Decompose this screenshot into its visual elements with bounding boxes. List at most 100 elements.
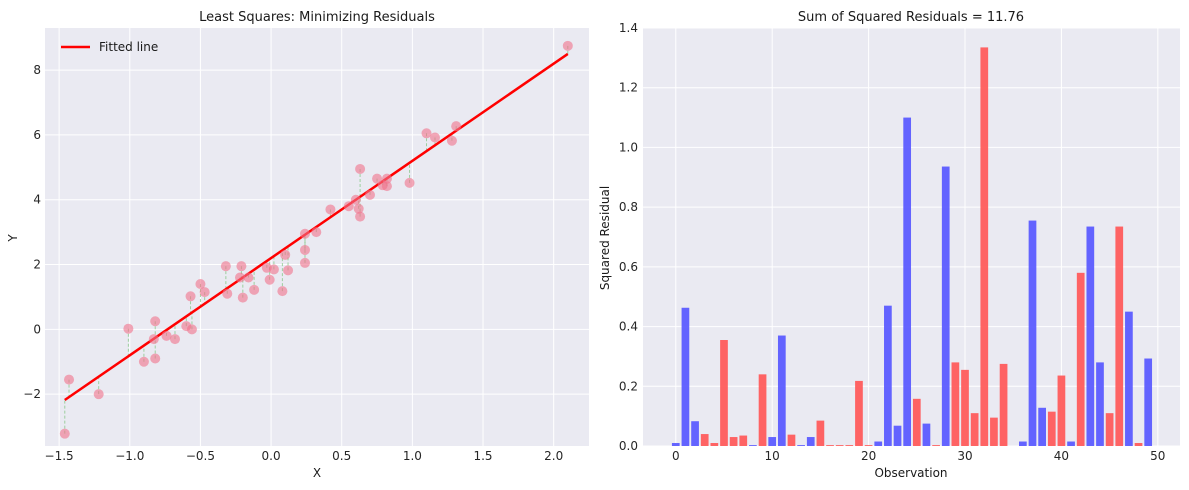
data-point — [364, 189, 375, 200]
bar — [990, 417, 998, 446]
data-point — [148, 334, 159, 345]
chart-left-y-label: Y — [6, 234, 20, 243]
bar — [961, 369, 969, 446]
bar — [1086, 226, 1095, 446]
data-point — [451, 121, 462, 132]
data-point — [381, 173, 392, 184]
chart-left-x-ticks: −1.5 −1.0 −0.5 0.0 0.5 1.0 1.5 2.0 — [45, 449, 564, 463]
bar — [1144, 358, 1153, 446]
y-tick-label: 0.8 — [619, 200, 638, 214]
data-point — [186, 324, 197, 335]
bar — [671, 443, 680, 446]
chart-left-x-label: X — [313, 466, 321, 480]
bar — [1057, 375, 1066, 446]
bar — [1105, 413, 1114, 446]
data-point — [185, 291, 196, 302]
x-tick-label: 30 — [957, 449, 972, 463]
data-point — [237, 292, 248, 303]
y-tick-label: 1.2 — [619, 81, 638, 95]
chart-left-y-ticks: −2 0 2 4 6 8 — [23, 63, 41, 401]
y-tick-label: 1.0 — [619, 140, 638, 154]
x-tick-label: 0 — [672, 449, 680, 463]
bar — [951, 362, 960, 446]
data-point — [64, 374, 75, 385]
x-tick-label: −0.5 — [186, 449, 215, 463]
bar — [1067, 441, 1075, 446]
data-point — [93, 389, 104, 400]
bar — [999, 363, 1008, 446]
bar — [816, 420, 825, 446]
legend-label-fitted-line: Fitted line — [99, 40, 158, 54]
data-point — [562, 40, 573, 51]
data-point — [355, 163, 366, 174]
bar — [1115, 226, 1124, 446]
data-point — [150, 353, 161, 364]
data-point — [299, 228, 310, 239]
data-point — [350, 194, 361, 205]
chart-right: Sum of Squared Residuals = 11.76 0 10 20 30… — [598, 10, 1180, 480]
bar — [932, 445, 940, 446]
chart-right-x-ticks: 0 10 20 30 40 50 — [672, 449, 1166, 463]
data-point — [59, 428, 70, 439]
bar — [845, 445, 854, 446]
data-point — [161, 330, 172, 341]
data-point — [283, 265, 294, 276]
data-point — [421, 128, 432, 139]
bar — [970, 413, 979, 446]
bar — [980, 47, 989, 447]
bar — [1028, 220, 1037, 446]
data-point — [249, 284, 260, 295]
data-point — [169, 334, 180, 345]
bar — [855, 380, 863, 446]
y-tick-label: 1.4 — [619, 21, 638, 35]
data-point — [325, 204, 336, 215]
data-point — [353, 203, 364, 214]
chart-left: Least Squares: Minimizing Residuals −1.5… — [6, 10, 589, 480]
bar — [903, 117, 912, 447]
data-point — [343, 201, 354, 212]
chart-left-title: Least Squares: Minimizing Residuals — [199, 10, 435, 25]
bar — [700, 434, 709, 446]
bar — [912, 398, 921, 446]
bar — [681, 307, 690, 446]
data-point — [280, 249, 291, 260]
bar — [922, 423, 931, 446]
data-point — [355, 211, 366, 222]
bar — [835, 445, 844, 446]
chart-left-legend: Fitted line — [61, 40, 158, 54]
y-tick-label: 6 — [33, 128, 41, 142]
chart-right-y-label: Squared Residual — [598, 186, 612, 290]
data-point — [299, 244, 310, 255]
x-tick-label: 1.5 — [473, 449, 492, 463]
data-point — [243, 272, 254, 283]
chart-left-fitted-line — [64, 52, 569, 402]
chart-right-bars — [671, 47, 1153, 447]
x-tick-label: −1.0 — [115, 449, 144, 463]
bar — [864, 445, 873, 446]
bar — [1047, 411, 1056, 446]
fitted-line — [64, 52, 569, 402]
bar — [1096, 362, 1104, 446]
x-tick-label: 0.5 — [332, 449, 351, 463]
x-tick-label: 20 — [861, 449, 876, 463]
x-tick-label: −1.5 — [45, 449, 74, 463]
data-point — [220, 261, 231, 272]
data-point — [236, 261, 247, 272]
data-point — [199, 287, 210, 298]
bar — [777, 335, 786, 446]
bar — [941, 166, 950, 446]
bar — [884, 305, 892, 446]
bar — [749, 445, 757, 446]
bar — [720, 340, 728, 446]
bar — [691, 421, 699, 446]
data-point — [264, 274, 275, 285]
x-tick-label: 10 — [765, 449, 780, 463]
chart-left-points — [59, 40, 573, 439]
x-tick-label: 1.0 — [403, 449, 422, 463]
data-point — [222, 288, 233, 299]
bar — [826, 445, 834, 446]
y-tick-label: 0.0 — [619, 439, 638, 453]
data-point — [123, 323, 134, 334]
y-tick-label: 0.6 — [619, 260, 638, 274]
data-point — [381, 181, 392, 192]
